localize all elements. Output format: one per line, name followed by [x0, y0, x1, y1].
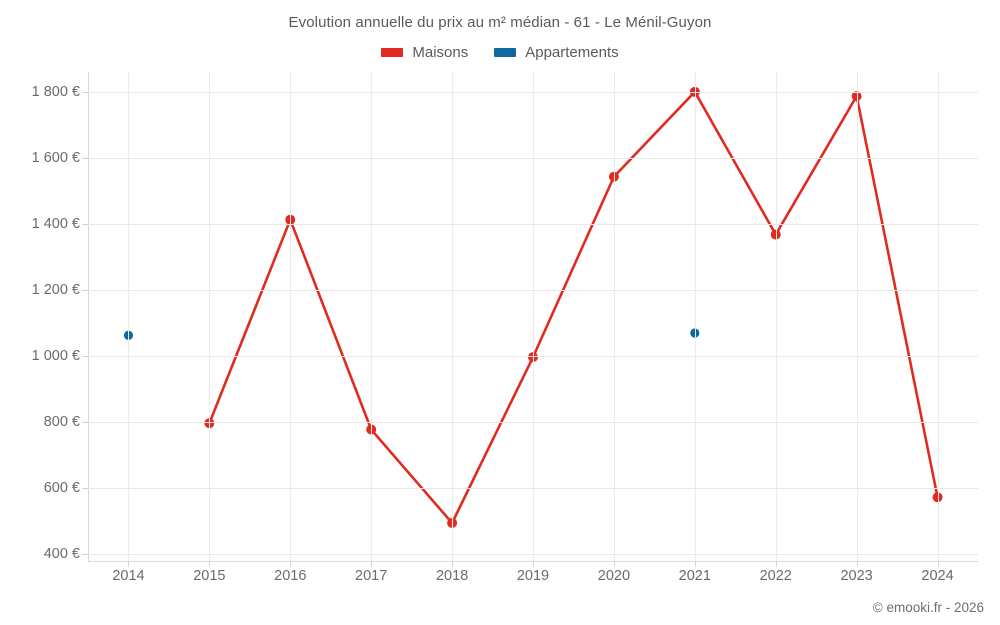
y-axis-tick-mark [82, 91, 88, 93]
gridline-vertical [452, 72, 454, 561]
y-axis-tick-label: 400 € [43, 546, 80, 563]
y-axis-tick-mark [82, 554, 88, 556]
x-axis-tick-label: 2021 [678, 568, 711, 584]
x-axis-tick-mark [533, 561, 534, 567]
y-axis-tick-mark [82, 157, 88, 159]
gridline-vertical [775, 72, 777, 561]
x-axis-tick-mark [128, 561, 130, 567]
y-axis-tick-mark [82, 422, 88, 424]
x-axis-tick-mark [856, 561, 858, 567]
gridline-vertical [128, 72, 130, 561]
y-axis-tick-label: 1 200 € [31, 282, 80, 299]
chart-title: Evolution annuelle du prix au m² médian … [288, 14, 712, 31]
gridline-vertical [856, 72, 858, 561]
x-axis-tick-label: 2022 [759, 568, 792, 584]
y-axis-tick-label: 800 € [43, 414, 80, 431]
x-axis-tick-mark [452, 561, 454, 567]
x-axis-tick-mark [937, 561, 939, 567]
legend-item-maisons[interactable]: Maisons [381, 44, 468, 61]
x-axis-tick-mark [694, 561, 696, 567]
y-axis-ticks: 400 € 600 € 800 € 1 000 € 1 200 € 1 400 € 1 60… [0, 0, 88, 625]
x-axis-tick-label: 2019 [516, 568, 550, 584]
gridline-vertical [371, 72, 373, 561]
legend-label-maisons: Maisons [412, 44, 469, 61]
y-axis-tick-label: 1 000 € [31, 348, 80, 365]
gridline-vertical [613, 72, 615, 561]
x-axis-tick-mark [209, 561, 211, 567]
gridline-vertical [209, 72, 211, 561]
y-axis-tick-mark [82, 290, 88, 292]
legend-swatch-maisons [381, 48, 404, 57]
x-axis-tick-label: 2016 [274, 568, 307, 584]
copyright-credit: © emooki.fr - 2026 [872, 600, 984, 615]
y-axis-tick-mark [82, 223, 88, 225]
chart-legend: Maisons Appartements [0, 44, 1000, 61]
legend-swatch-appartements [494, 48, 517, 57]
gridline-vertical [694, 72, 696, 561]
x-axis-tick-label: 2018 [435, 568, 469, 584]
gridline-vertical [290, 72, 292, 561]
x-axis-tick-mark [613, 561, 615, 567]
series-line-maisons [208, 90, 939, 525]
x-axis-tick-label: 2024 [921, 568, 954, 584]
gridline-vertical [937, 72, 939, 561]
x-axis-tick-label: 2014 [112, 568, 145, 584]
y-axis-tick-label: 1 600 € [31, 149, 80, 166]
gridline-vertical [533, 72, 534, 561]
plot-area [88, 72, 978, 561]
y-axis-line [88, 72, 89, 561]
x-axis-tick-label: 2020 [597, 568, 631, 584]
legend-item-appartements[interactable]: Appartements [494, 44, 619, 61]
x-axis-tick-mark [290, 561, 292, 567]
y-axis-tick-label: 1 400 € [31, 215, 80, 232]
x-axis-tick-mark [371, 561, 373, 567]
legend-label-appartements: Appartements [525, 44, 619, 61]
x-axis-tick-mark [775, 561, 777, 567]
y-axis-tick-label: 1 800 € [31, 83, 80, 100]
x-axis-tick-label: 2017 [355, 568, 388, 584]
x-axis-tick-label: 2023 [840, 568, 873, 584]
y-axis-tick-mark [82, 488, 88, 490]
y-axis-tick-mark [82, 356, 88, 358]
x-axis-tick-label: 2015 [193, 568, 226, 584]
y-axis-tick-label: 600 € [43, 480, 80, 497]
